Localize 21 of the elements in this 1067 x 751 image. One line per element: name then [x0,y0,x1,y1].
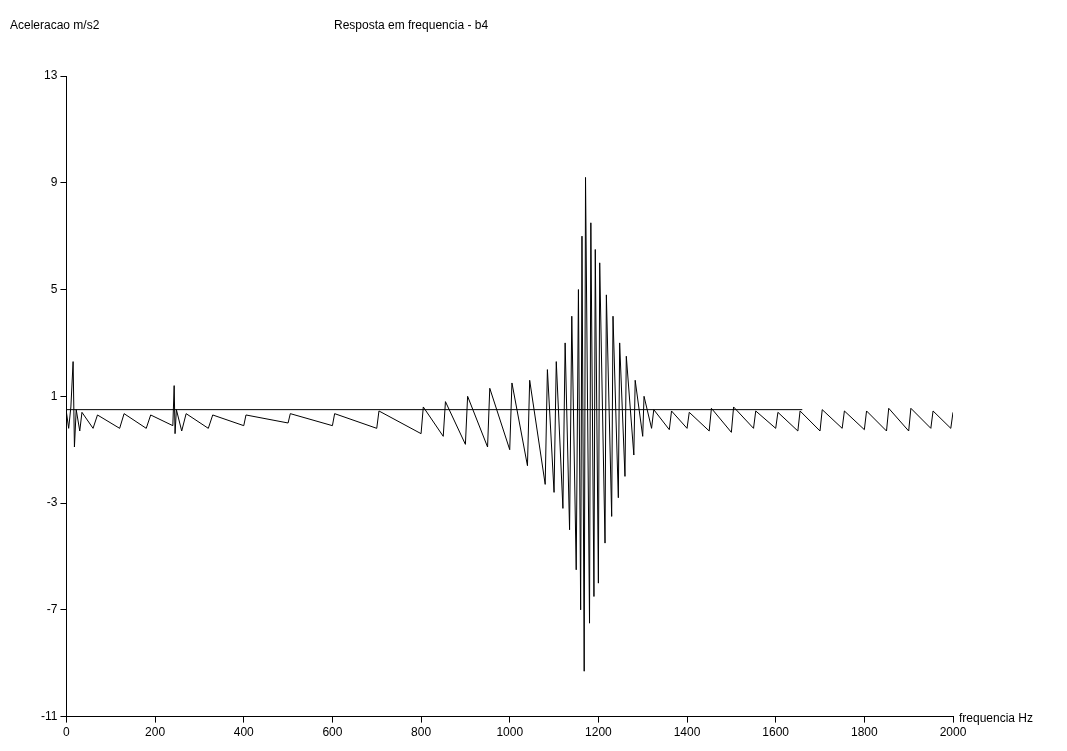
x-tick-label: 1000 [496,725,524,740]
x-tick-label: 1400 [673,725,701,740]
y-tick-label: -3 [46,495,58,510]
x-tick-label: 400 [233,725,255,740]
y-tick-label: 9 [50,175,58,190]
x-tick-label: 600 [322,725,343,740]
y-tick-label: -7 [46,602,58,617]
x-tick-label: 1800 [850,725,879,740]
x-tick-label: 200 [145,725,166,740]
x-tick-label: 1600 [762,725,790,740]
y-tick-label: -11 [41,708,58,723]
y-tick-label: 5 [50,281,58,296]
x-axis-title: frequencia Hz [959,710,1034,725]
x-tick-label: 2000 [939,725,967,740]
x-tick-label: 1200 [585,725,613,740]
y-tick-label: 1 [50,388,58,403]
x-tick-label: 0 [63,725,71,740]
x-tick-label: 800 [411,725,432,740]
y-tick-label: 13 [44,68,58,83]
y-axis-title: Aceleracao m/s2 [10,18,100,33]
chart-title: Resposta em frequencia - b4 [334,18,489,33]
